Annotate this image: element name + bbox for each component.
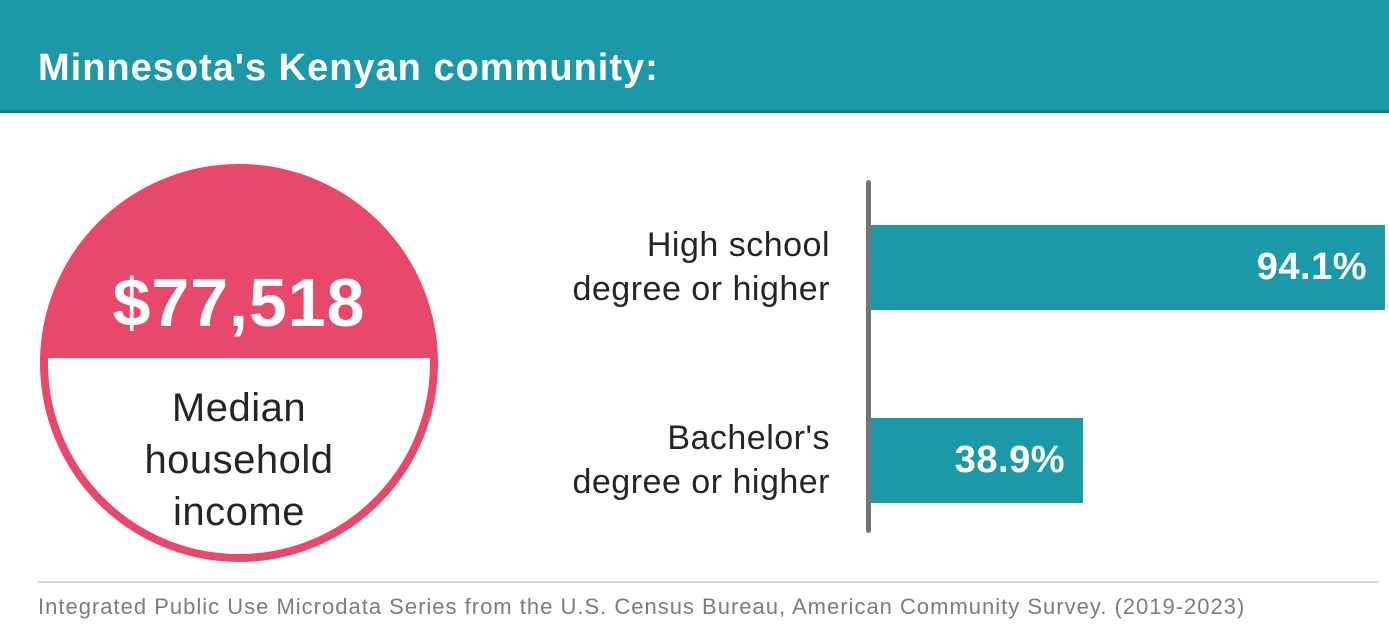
bar-value-label-high-school: 94.1% [1256,246,1367,288]
income-value: $77,518 [112,265,366,341]
header-bar: Minnesota's Kenyan community: [0,0,1389,113]
category-label-line: degree or higher [572,463,830,501]
income-label-line-3: income [173,490,305,534]
category-label-line: High school [646,226,830,264]
footer-divider [38,581,1379,583]
bar-value-label-bachelors: 38.9% [954,439,1065,481]
bar-high-school: 94.1% [871,225,1385,310]
bar-bachelors: 38.9% [871,418,1083,503]
chart-axis-line [866,180,871,533]
income-label: Median household income [48,382,430,538]
category-label-line: Bachelor's [667,419,830,457]
category-label-line: degree or higher [572,270,830,308]
page-title: Minnesota's Kenyan community: [38,47,659,89]
income-label-line-2: household [144,438,334,482]
bar-category-label-bachelors: Bachelor's degree or higher [420,416,830,504]
bar-category-label-high-school: High school degree or higher [420,223,830,311]
income-label-line-1: Median [171,386,307,430]
median-income-badge: $77,518 Median household income [40,164,438,562]
source-citation: Integrated Public Use Microdata Series f… [38,594,1246,619]
